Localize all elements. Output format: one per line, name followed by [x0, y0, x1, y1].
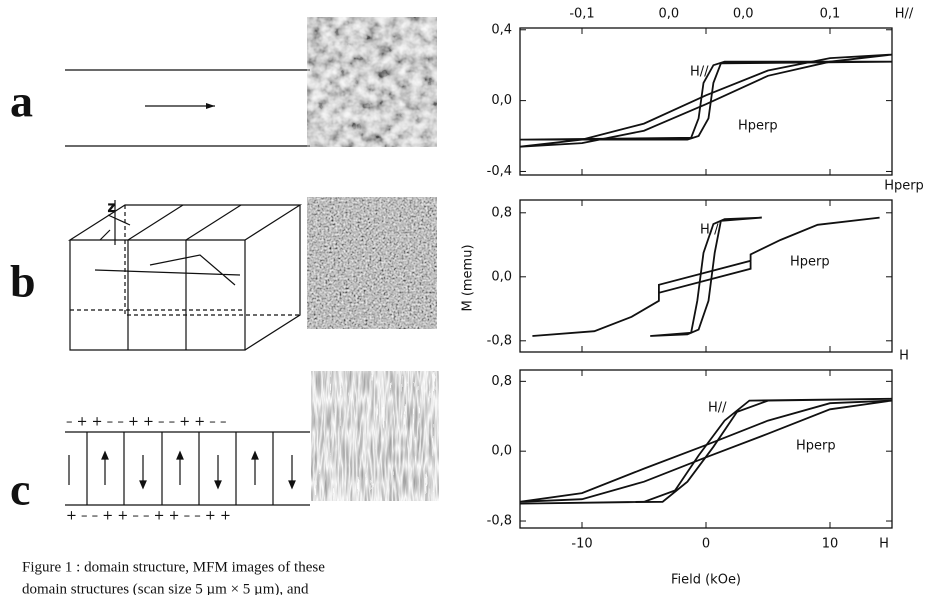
x2-tick-label: 0,0 [658, 7, 679, 22]
x-axis-label: Field (kOe) [671, 573, 741, 588]
plot-frame [519, 369, 893, 529]
y-tick-label: 0,8 [491, 205, 512, 220]
x-tick-label: 0 [702, 537, 710, 552]
x2-tick-label: 0,0 [733, 7, 754, 22]
y-axis-label: M (memu) [461, 244, 476, 311]
panel-label: c [10, 464, 30, 515]
mfm-image [318, 208, 426, 318]
caption: domain structures (scan size 5 µm × 5 µm… [22, 581, 309, 595]
series-line [650, 216, 762, 337]
y-tick-label: 0,4 [491, 22, 512, 37]
domain-drawing-a [65, 69, 310, 147]
axis-note: Hperp [884, 179, 924, 194]
x-tick-label: 10 [822, 537, 839, 552]
y-tick-label: 0,8 [491, 374, 512, 389]
series-line [532, 216, 880, 337]
x-tick-label: -10 [571, 537, 592, 552]
mfm-image [322, 382, 428, 490]
series-label: H// [700, 223, 719, 238]
panel-label: b [10, 256, 36, 307]
y-tick-label: 0,0 [491, 93, 512, 108]
plot-frame [519, 27, 893, 176]
series-label: Hperp [738, 119, 778, 134]
series-line [519, 399, 893, 503]
charge-row: + – – + + – – + + – – + + [66, 509, 231, 524]
svg-text:z: z [108, 201, 115, 216]
x2-tick-label: 0,1 [820, 7, 841, 22]
series-label: Hperp [790, 255, 830, 270]
axis-note: H [879, 537, 889, 552]
panel-label: a [10, 76, 33, 127]
mfm-image [318, 28, 426, 136]
series-line [519, 60, 893, 141]
caption: Figure 1 : domain structure, MFM images … [22, 559, 325, 575]
y-tick-label: 0,0 [491, 269, 512, 284]
y-tick-label: -0,8 [487, 514, 512, 529]
series-label: Hperp [796, 439, 836, 454]
series-line [519, 397, 893, 505]
y-tick-label: 0,0 [491, 444, 512, 459]
domain-drawing-b: z [67, 200, 303, 351]
charge-row: – + + – – + + – – + + – – [66, 415, 226, 430]
series-label: H// [690, 65, 709, 80]
axis-note: H// [895, 7, 914, 22]
y-tick-label: -0,8 [487, 333, 512, 348]
series-line [519, 53, 893, 148]
y-tick-label: -0,4 [487, 164, 512, 179]
domain-drawing-c [65, 431, 310, 506]
axis-note: H [899, 349, 909, 364]
series-label: H// [708, 401, 727, 416]
x2-tick-label: -0,1 [569, 7, 594, 22]
